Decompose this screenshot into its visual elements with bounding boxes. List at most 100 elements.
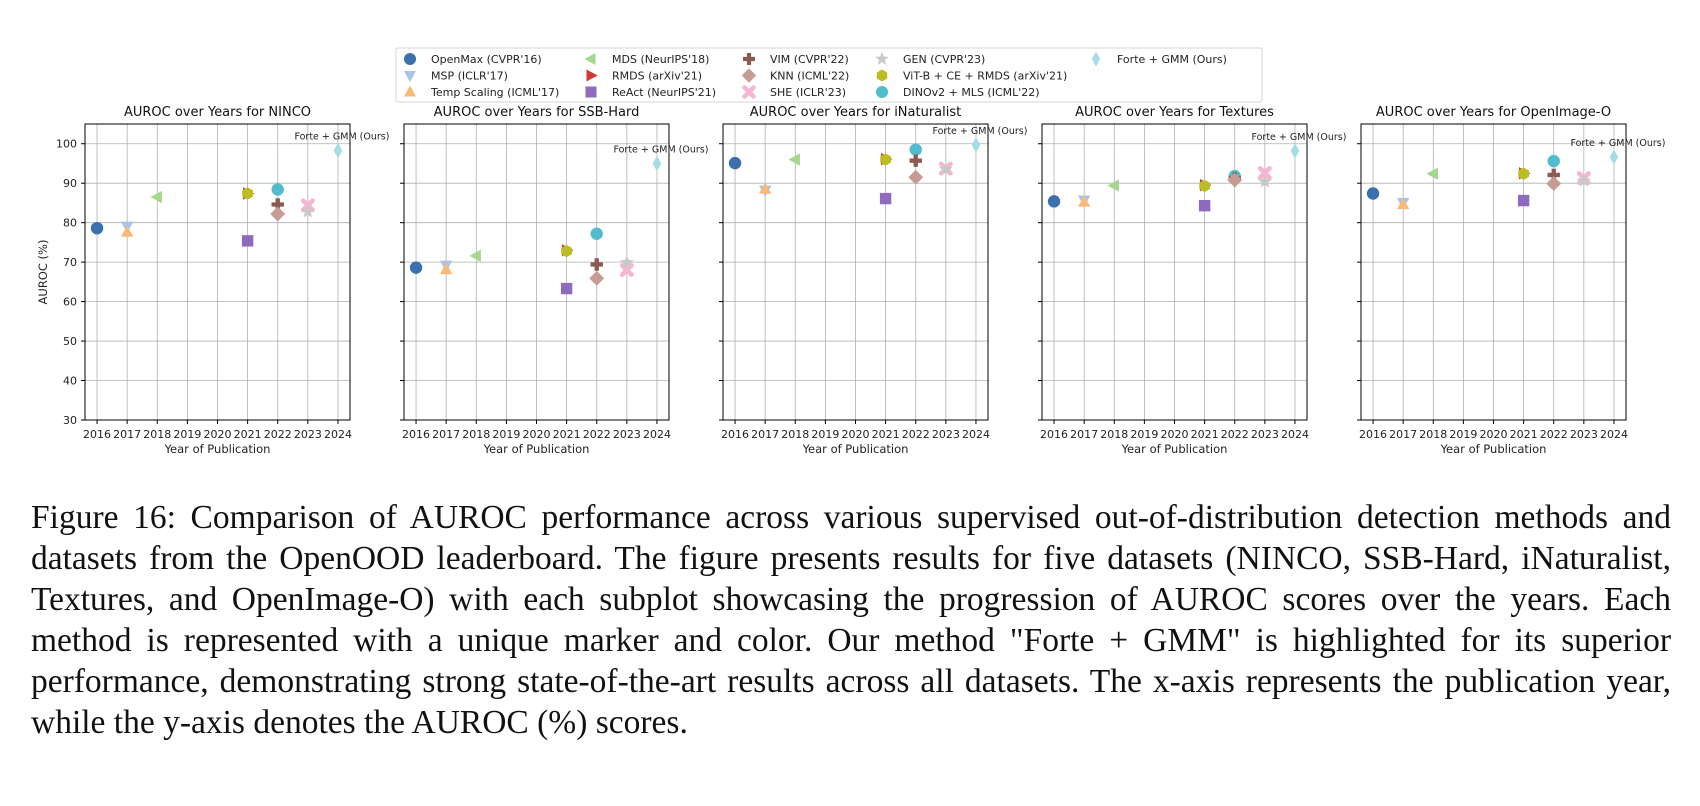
x-tick-label: 2022 — [1221, 428, 1249, 441]
x-tick-label: 2020 — [1161, 428, 1189, 441]
legend-item-openmax: OpenMax (CVPR'16) — [404, 53, 542, 66]
data-point-knn — [270, 206, 286, 222]
data-point-mds — [788, 153, 800, 166]
x-tick-label: 2021 — [1191, 428, 1219, 441]
data-point-gen — [1576, 173, 1591, 187]
legend: OpenMax (CVPR'16) MSP (ICLR'17) Temp Scali… — [395, 47, 1263, 103]
data-points — [409, 155, 662, 295]
legend-label-knn: KNN (ICML'22) — [770, 70, 849, 83]
forte-annotation: Forte + GMM (Ours) — [1570, 138, 1665, 149]
x-tick-label: 2023 — [1570, 428, 1598, 441]
y-tick-label: 30 — [63, 414, 77, 427]
x-tick-label: 2022 — [583, 428, 611, 441]
data-point-forte — [1609, 149, 1619, 165]
data-point-gen — [938, 161, 953, 176]
data-point-vitb — [561, 244, 572, 258]
legend-marker-temp — [404, 85, 416, 97]
x-tick-label: 2024 — [962, 428, 990, 441]
data-point-gen — [619, 255, 634, 269]
data-point-openmax — [1366, 187, 1380, 200]
x-tick-label: 2022 — [264, 428, 292, 441]
y-axis-label: AUROC (%) — [36, 240, 50, 305]
data-point-mds — [1426, 167, 1438, 180]
x-axis-label: Year of Publication — [483, 442, 590, 456]
data-point-gen — [1257, 174, 1272, 188]
data-point-openmax — [728, 156, 742, 170]
data-point-vim — [271, 198, 284, 211]
y-tick-label: 70 — [63, 256, 77, 269]
legend-label-vim: VIM (CVPR'22) — [770, 53, 849, 66]
legend-marker-react — [585, 86, 597, 98]
legend-marker-mds — [584, 53, 596, 65]
x-tick-label: 2019 — [1130, 428, 1158, 441]
legend-label-openmax: OpenMax (CVPR'16) — [431, 53, 542, 66]
x-tick-label: 2021 — [1510, 428, 1538, 441]
x-tick-label: 2018 — [143, 428, 171, 441]
legend-marker-vim — [743, 53, 756, 65]
legend-item-temp: Temp Scaling (ICML'17) — [404, 85, 559, 99]
x-tick-label: 2023 — [613, 428, 641, 441]
figure-caption: Figure 16: Comparison of AUROC performan… — [31, 499, 1671, 741]
data-point-react — [1517, 194, 1530, 207]
x-tick-label: 2017 — [1070, 428, 1098, 441]
legend-frame — [395, 47, 1263, 103]
legend-label-react: ReAct (NeurIPS'21) — [612, 86, 716, 99]
legend-item-dinov2: DINOv2 + MLS (ICML'22) — [876, 86, 1040, 99]
x-tick-label: 2021 — [234, 428, 262, 441]
data-point-dinov2 — [271, 183, 284, 196]
x-tick-label: 2021 — [553, 428, 581, 441]
x-tick-label: 2019 — [173, 428, 201, 441]
legend-item-react: ReAct (NeurIPS'21) — [585, 86, 716, 99]
x-tick-label: 2020 — [842, 428, 870, 441]
data-point-forte — [971, 137, 981, 153]
x-tick-label: 2016 — [402, 428, 430, 441]
data-point-vitb — [1199, 179, 1210, 193]
data-point-openmax — [409, 261, 423, 274]
data-point-react — [1198, 199, 1211, 212]
data-point-forte — [1290, 143, 1300, 159]
x-tick-label: 2022 — [1540, 428, 1568, 441]
x-tick-label: 2020 — [204, 428, 232, 441]
legend-item-forte: Forte + GMM (Ours) — [1091, 51, 1227, 67]
panel-title: AUROC over Years for iNaturalist — [750, 105, 962, 120]
data-point-vim — [590, 258, 603, 271]
y-tick-label: 80 — [63, 217, 77, 230]
legend-label-vitb: ViT-B + CE + RMDS (arXiv'21) — [903, 70, 1067, 83]
legend-label-dinov2: DINOv2 + MLS (ICML'22) — [903, 86, 1040, 99]
x-tick-label: 2019 — [811, 428, 839, 441]
x-tick-label: 2019 — [1449, 428, 1477, 441]
y-tick-label: 90 — [63, 177, 77, 190]
data-point-knn — [589, 270, 605, 286]
figure-svg: OpenMax (CVPR'16) MSP (ICLR'17) Temp Scali… — [36, 47, 1665, 456]
legend-label-gen: GEN (CVPR'23) — [903, 53, 985, 66]
x-tick-label: 2019 — [492, 428, 520, 441]
data-point-react — [560, 282, 573, 295]
x-tick-label: 2016 — [1040, 428, 1068, 441]
data-point-knn — [908, 169, 924, 185]
x-tick-label: 2018 — [462, 428, 490, 441]
legend-label-mds: MDS (NeurIPS'18) — [612, 53, 709, 66]
data-point-react — [879, 192, 892, 205]
legend-label-she: SHE (ICLR'23) — [770, 86, 846, 99]
data-point-knn — [1546, 176, 1562, 192]
data-point-forte — [333, 142, 343, 159]
legend-item-knn: KNN (ICML'22) — [741, 68, 849, 83]
data-point-knn — [1227, 172, 1243, 188]
legend-marker-knn — [741, 68, 757, 83]
x-axis-label: Year of Publication — [1440, 442, 1547, 456]
x-axis-label: Year of Publication — [164, 442, 271, 456]
legend-item-gen: GEN (CVPR'23) — [875, 51, 985, 66]
legend-item-vim: VIM (CVPR'22) — [743, 53, 849, 66]
forte-annotation: Forte + GMM (Ours) — [932, 126, 1027, 137]
legend-item-she: SHE (ICLR'23) — [742, 85, 846, 99]
data-point-dinov2 — [590, 227, 603, 240]
y-tick-label: 50 — [63, 335, 77, 348]
legend-item-vitb: ViT-B + CE + RMDS (arXiv'21) — [876, 69, 1067, 83]
panel-5: AUROC over Years for OpenImage-O 2016 2017… — [1357, 105, 1665, 456]
data-point-gen — [300, 204, 315, 218]
legend-item-msp: MSP (ICLR'17) — [404, 70, 508, 83]
x-tick-label: 2023 — [932, 428, 960, 441]
x-tick-label: 2024 — [643, 428, 671, 441]
